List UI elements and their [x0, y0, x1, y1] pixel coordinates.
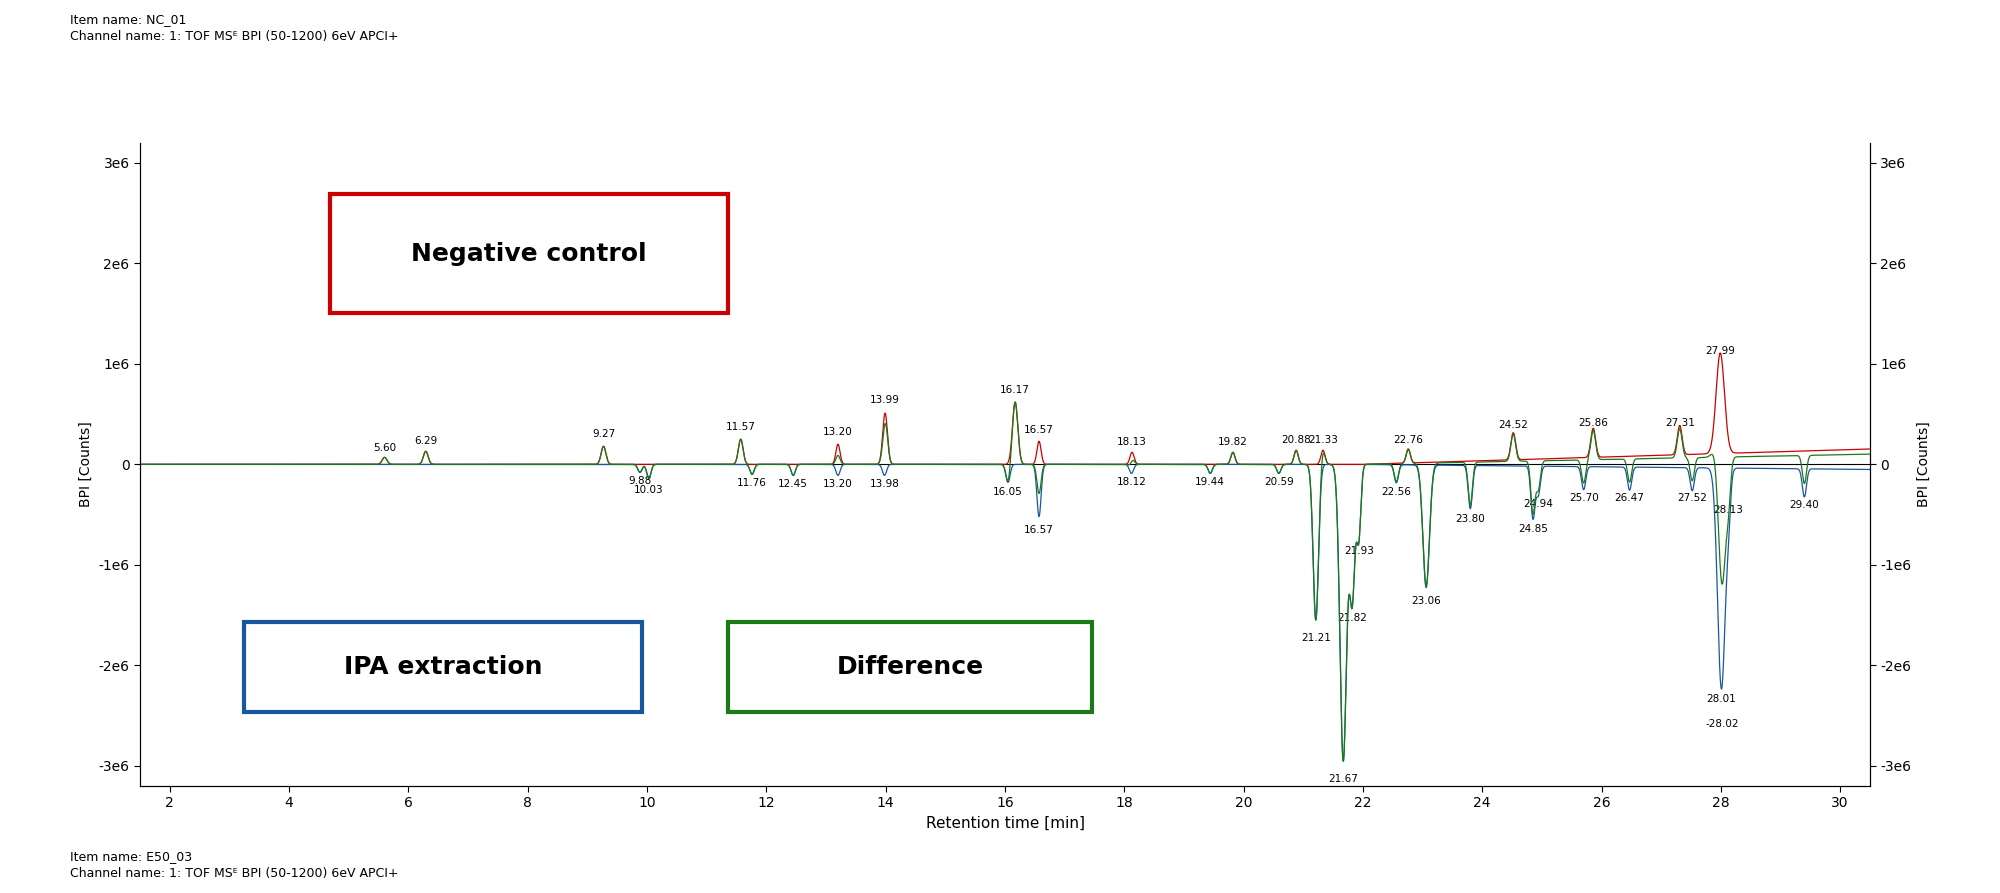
Text: 19.82: 19.82 — [1218, 438, 1248, 447]
Text: 20.59: 20.59 — [1264, 478, 1294, 488]
Text: 21.33: 21.33 — [1308, 435, 1338, 446]
Text: 24.85: 24.85 — [1518, 523, 1548, 534]
Text: 21.82: 21.82 — [1338, 613, 1368, 623]
FancyBboxPatch shape — [330, 195, 728, 313]
Text: 22.56: 22.56 — [1382, 488, 1412, 497]
Text: 5.60: 5.60 — [374, 443, 396, 454]
Text: 9.88: 9.88 — [628, 476, 652, 487]
Text: 16.05: 16.05 — [994, 488, 1022, 497]
Text: 13.20: 13.20 — [824, 427, 852, 438]
FancyBboxPatch shape — [244, 622, 642, 712]
Text: 11.57: 11.57 — [726, 422, 756, 432]
Text: 10.03: 10.03 — [634, 486, 664, 496]
Text: Difference: Difference — [836, 655, 984, 679]
Text: 25.70: 25.70 — [1568, 494, 1598, 504]
Text: Item name: NC_01
Channel name: 1: TOF MSᴱ BPI (50-1200) 6eV APCI+: Item name: NC_01 Channel name: 1: TOF MS… — [70, 13, 398, 44]
Text: Negative control: Negative control — [412, 242, 648, 266]
Text: 13.98: 13.98 — [870, 480, 900, 489]
Text: 13.20: 13.20 — [824, 480, 852, 489]
Text: 27.31: 27.31 — [1664, 418, 1694, 428]
Text: 16.57: 16.57 — [1024, 524, 1054, 535]
Text: 12.45: 12.45 — [778, 480, 808, 489]
Text: 25.86: 25.86 — [1578, 418, 1608, 428]
Text: 18.12: 18.12 — [1116, 478, 1146, 488]
Text: 28.13: 28.13 — [1714, 505, 1744, 514]
Text: 23.06: 23.06 — [1412, 596, 1442, 606]
X-axis label: Retention time [min]: Retention time [min] — [926, 816, 1084, 830]
Text: 19.44: 19.44 — [1196, 478, 1226, 488]
Text: 6.29: 6.29 — [414, 437, 438, 446]
Text: 13.99: 13.99 — [870, 395, 900, 405]
Text: -28.02: -28.02 — [1706, 719, 1738, 729]
Text: 26.47: 26.47 — [1614, 494, 1644, 504]
Text: 24.52: 24.52 — [1498, 421, 1528, 430]
Text: 16.57: 16.57 — [1024, 425, 1054, 435]
Text: 21.21: 21.21 — [1300, 633, 1330, 643]
Text: Item name: E50_03
Channel name: 1: TOF MSᴱ BPI (50-1200) 6eV APCI+: Item name: E50_03 Channel name: 1: TOF M… — [70, 849, 398, 880]
FancyBboxPatch shape — [728, 622, 1092, 712]
Text: IPA extraction: IPA extraction — [344, 655, 542, 679]
Y-axis label: BPI [Counts]: BPI [Counts] — [78, 421, 92, 507]
Text: 21.67: 21.67 — [1328, 773, 1358, 784]
Text: 23.80: 23.80 — [1456, 513, 1486, 523]
Text: 20.88: 20.88 — [1282, 435, 1310, 446]
Text: 9.27: 9.27 — [592, 430, 616, 439]
Text: 21.93: 21.93 — [1344, 546, 1374, 555]
Text: 22.76: 22.76 — [1394, 435, 1424, 446]
Text: 27.52: 27.52 — [1678, 494, 1708, 504]
Text: 29.40: 29.40 — [1790, 499, 1820, 510]
Text: 24.94: 24.94 — [1524, 498, 1554, 508]
Y-axis label: BPI [Counts]: BPI [Counts] — [1918, 421, 1932, 507]
Text: 16.17: 16.17 — [1000, 385, 1030, 395]
Text: 27.99: 27.99 — [1706, 346, 1736, 355]
Text: 18.13: 18.13 — [1118, 438, 1148, 447]
Text: 11.76: 11.76 — [738, 479, 766, 488]
Text: 28.01: 28.01 — [1706, 695, 1736, 705]
